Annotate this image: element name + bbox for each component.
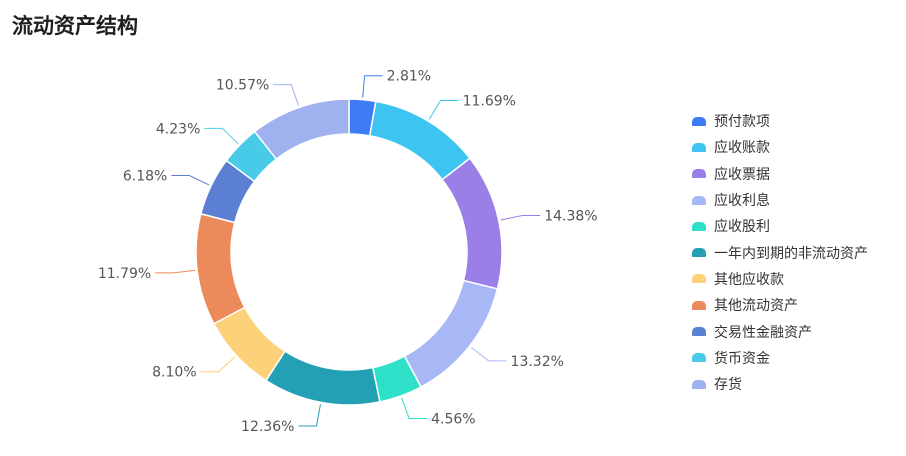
slice-1[interactable] — [368, 100, 471, 181]
leader-line-0 — [362, 75, 383, 98]
legend-swatch-icon — [692, 116, 706, 126]
legend-item-5[interactable]: 一年内到期的非流动资产 — [692, 239, 868, 265]
legend-label: 应收票据 — [714, 166, 770, 183]
leader-line-7 — [155, 269, 196, 274]
chart-title: 流动资产结构 — [12, 14, 138, 38]
slice-2[interactable] — [441, 157, 503, 290]
legend-item-8[interactable]: 交易性金融资产 — [692, 318, 868, 344]
legend-swatch-icon — [692, 274, 706, 284]
legend-item-0[interactable]: 预付款项 — [692, 108, 868, 134]
data-label-5: 12.36% — [241, 419, 294, 435]
leader-line-3 — [470, 346, 507, 362]
legend-swatch-icon — [692, 353, 706, 363]
legend-item-3[interactable]: 应收利息 — [692, 187, 868, 213]
data-label-4: 4.56% — [431, 411, 475, 427]
data-label-8: 6.18% — [123, 169, 167, 185]
legend-label: 一年内到期的非流动资产 — [714, 245, 868, 262]
legend-swatch-icon — [692, 195, 706, 205]
legend-label: 存货 — [714, 377, 742, 394]
leader-line-9 — [204, 127, 239, 145]
data-label-1: 11.69% — [463, 94, 516, 110]
leader-line-1 — [428, 100, 459, 120]
leader-line-8 — [171, 175, 210, 186]
chart-legend: 预付款项应收账款应收票据应收利息应收股利一年内到期的非流动资产 其他应收款其他流动… — [692, 108, 868, 397]
data-label-0: 2.81% — [387, 69, 431, 85]
legend-label: 其他流动资产 — [714, 298, 798, 315]
legend-item-1[interactable]: 应收账款 — [692, 134, 868, 160]
data-label-10: 10.57% — [216, 78, 269, 94]
legend-swatch-icon — [692, 327, 706, 337]
leader-line-6 — [200, 356, 236, 373]
legend-item-7[interactable]: 其他流动资产 — [692, 292, 868, 318]
data-label-9: 4.23% — [156, 121, 200, 137]
legend-swatch-icon — [692, 169, 706, 179]
legend-swatch-icon — [692, 142, 706, 152]
legend-label: 应收利息 — [714, 193, 770, 210]
legend-label: 货币资金 — [714, 350, 770, 367]
legend-label: 预付款项 — [714, 114, 770, 131]
leader-line-4 — [401, 397, 428, 419]
legend-item-4[interactable]: 应收股利 — [692, 213, 868, 239]
leader-line-10 — [273, 84, 299, 106]
leader-line-5 — [298, 404, 321, 427]
legend-label: 应收股利 — [714, 219, 770, 236]
slice-3[interactable] — [403, 279, 499, 389]
legend-swatch-icon — [692, 248, 706, 258]
legend-swatch-icon — [692, 221, 706, 231]
legend-label: 交易性金融资产 — [714, 324, 812, 341]
legend-item-9[interactable]: 货币资金 — [692, 345, 868, 371]
legend-label: 其他应收款 — [714, 271, 784, 288]
data-label-7: 11.79% — [98, 266, 151, 282]
slice-7[interactable] — [195, 212, 246, 325]
legend-item-10[interactable]: 存货 — [692, 371, 868, 397]
leader-line-2 — [500, 214, 541, 221]
data-label-3: 13.32% — [511, 354, 564, 370]
slice-5[interactable] — [264, 350, 381, 406]
data-label-2: 14.38% — [544, 208, 597, 224]
legend-swatch-icon — [692, 379, 706, 389]
legend-label: 应收账款 — [714, 140, 770, 157]
legend-item-6[interactable]: 其他应收款 — [692, 266, 868, 292]
legend-item-2[interactable]: 应收票据 — [692, 161, 868, 187]
data-label-6: 8.10% — [152, 365, 196, 381]
slice-10[interactable] — [253, 98, 350, 161]
legend-swatch-icon — [692, 300, 706, 310]
